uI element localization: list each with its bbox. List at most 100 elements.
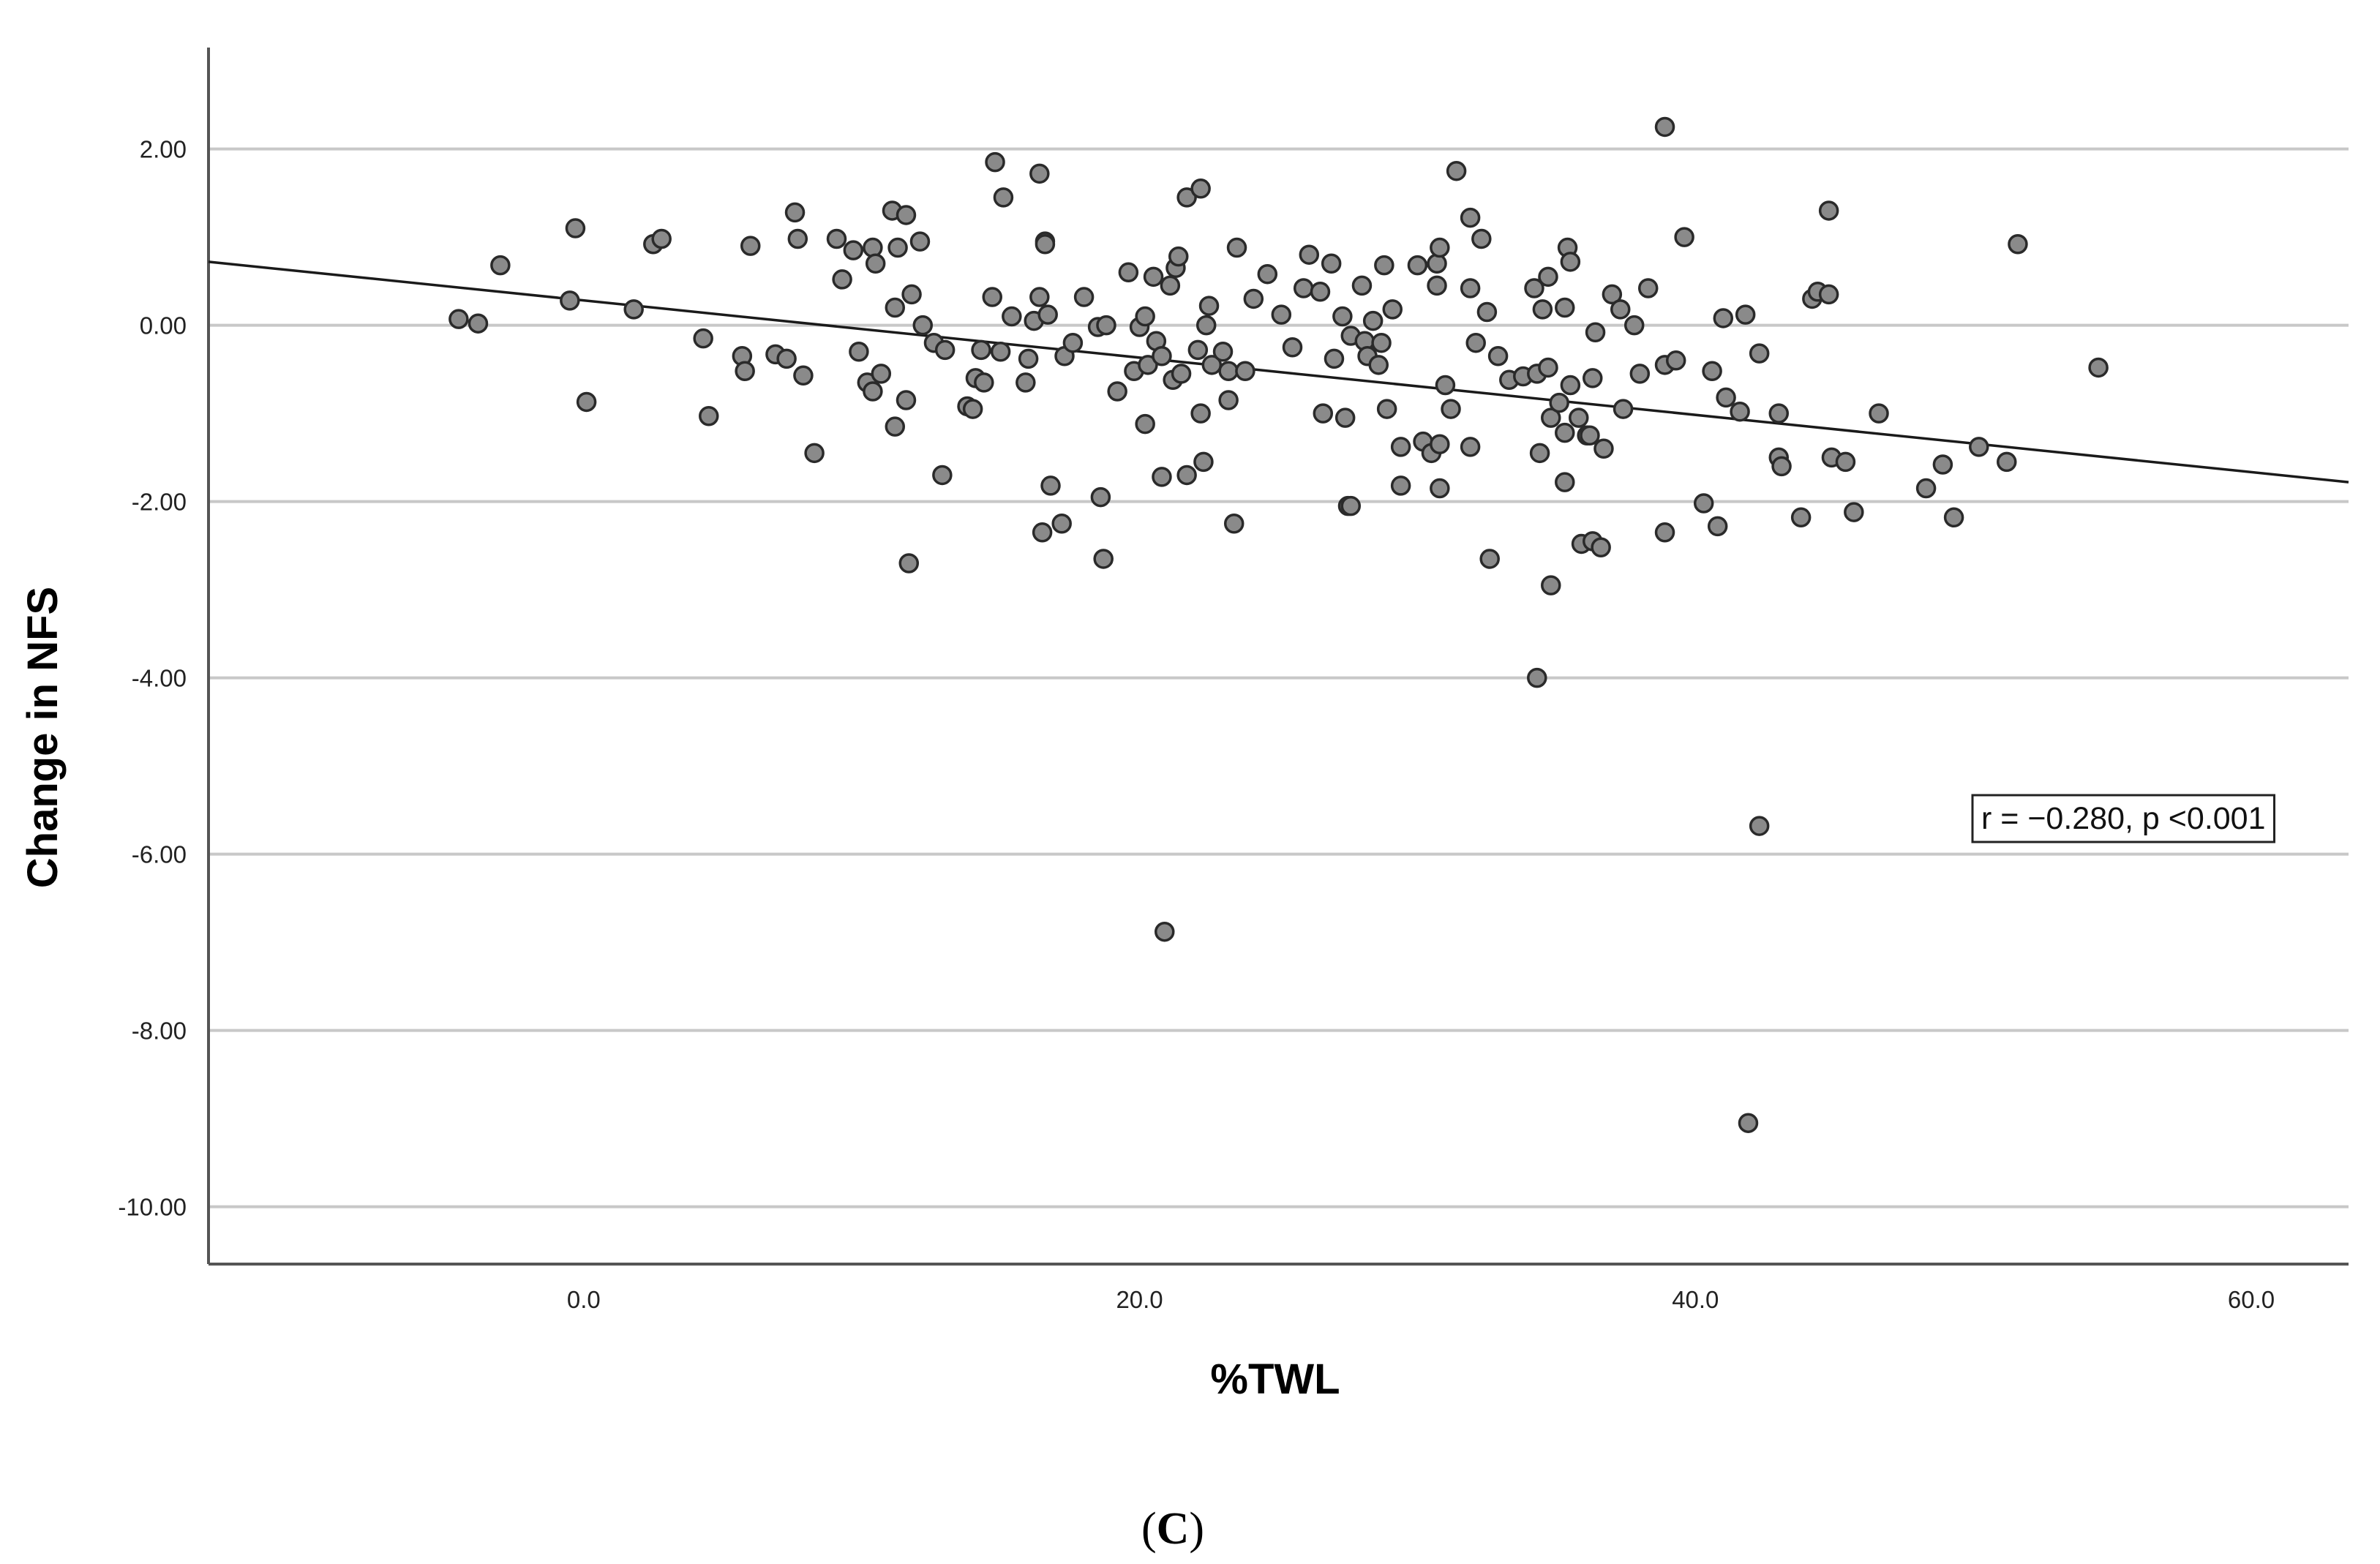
data-point [490,255,511,276]
data-point [1702,361,1722,382]
data-point [1460,207,1481,228]
data-point [912,315,934,336]
data-point [932,465,953,486]
data-point [1818,200,1839,221]
data-point [849,342,869,362]
data-point [1390,475,1411,496]
data-point [1471,228,1492,249]
data-point [1382,299,1403,320]
data-point [1332,306,1353,327]
y-tick-label: 0.00 [140,312,187,339]
data-point [1195,315,1217,336]
data-point [1602,284,1623,305]
data-point [1362,310,1384,331]
data-point [1090,486,1111,508]
data-point [1135,413,1155,435]
data-point [863,381,883,402]
data-point [1135,306,1155,327]
data-point [448,309,469,329]
data-point [1932,454,1953,475]
data-point [1555,472,1575,492]
data-point [1299,244,1320,265]
correlation-text: r = −0.280, p <0.001 [1981,801,2266,836]
data-point [1585,322,1606,342]
data-point [1529,443,1550,464]
gridlines [209,147,2349,1208]
data-point [784,202,806,223]
data-point [1035,233,1056,255]
data-point [1176,465,1197,486]
data-point [1235,361,1255,382]
data-point [1118,262,1139,283]
data-point [1096,315,1116,336]
data-point [1218,361,1239,382]
data-point [1374,255,1394,276]
data-point [1713,308,1734,328]
data-point [993,187,1014,208]
data-point [1665,350,1686,371]
data-point [1376,399,1397,419]
data-point [1037,304,1058,325]
data-point [1771,456,1792,477]
data-point [1790,507,1812,528]
data-point [1435,375,1456,396]
data-point [1018,348,1039,369]
data-point [776,348,797,369]
data-point [1997,451,2017,473]
data-point [1152,467,1172,487]
data-point [1460,278,1481,298]
axes [207,48,2349,1266]
data-point [990,342,1011,362]
y-tick-label: -4.00 [132,665,187,692]
data-point [901,284,922,305]
y-tick-label: -2.00 [132,489,187,516]
data-point [971,339,991,361]
data-point [1226,237,1247,258]
y-tick-label: -10.00 [118,1194,187,1221]
data-point [962,399,983,419]
data-point [576,391,597,413]
data-point [885,297,906,318]
y-axis-title: Change in NFS [19,587,67,888]
data-point [1593,438,1614,459]
data-point [1623,315,1645,336]
data-point [1818,284,1839,305]
data-point [1738,1113,1759,1133]
tick-labels: 2.00 0.00 -2.00 -4.00 -6.00 -8.00 -10.00 0.0 20.… [118,136,2275,1313]
x-tick-label: 60.0 [2228,1286,2275,1313]
data-point [787,228,808,249]
y-tick-label: -8.00 [132,1018,187,1045]
data-point [1460,437,1481,457]
caption-open-paren: ( [1141,1504,1157,1554]
data-points [448,116,2109,1133]
caption-close-paren: ) [1189,1504,1204,1554]
data-point [560,290,580,311]
data-point [885,416,906,437]
data-point [1390,437,1411,457]
data-point [1271,304,1292,325]
data-point [1569,407,1589,428]
data-point [1749,343,1770,364]
data-point [1654,522,1675,543]
data-point [1654,116,1675,138]
data-point [1029,287,1050,307]
data-point [1340,495,1362,516]
data-point [793,365,814,386]
data-point [871,364,892,384]
data-point [735,361,755,382]
data-point [1555,422,1575,443]
data-point [1560,252,1581,272]
data-point [832,269,852,290]
data-point [1541,575,1561,595]
data-point [1107,381,1127,402]
data-point [1538,266,1558,287]
data-point [1313,403,1334,424]
data-point [985,151,1005,173]
data-point [1334,407,1356,428]
data-point [982,287,1002,307]
data-point [1171,364,1192,384]
data-point [1198,296,1220,316]
data-point [1371,332,1392,353]
